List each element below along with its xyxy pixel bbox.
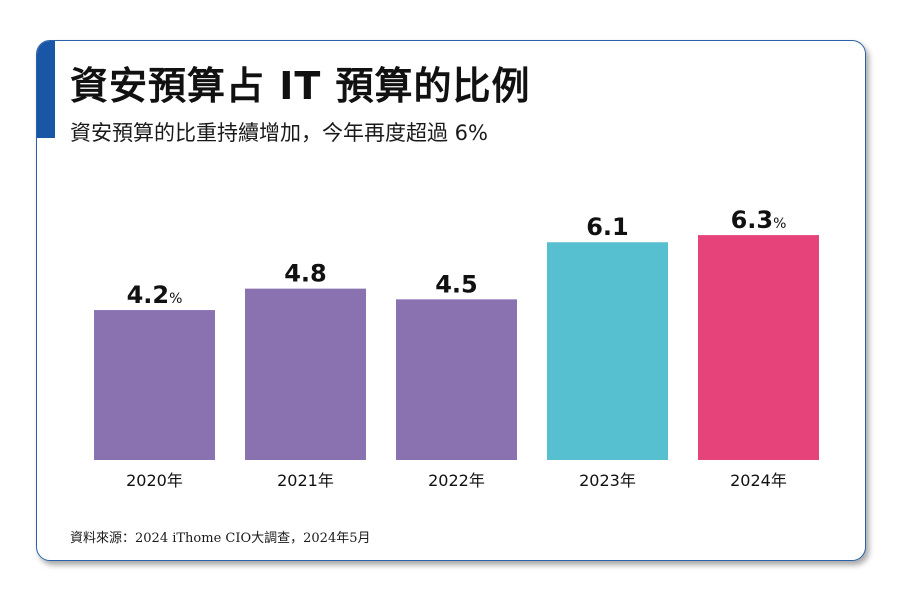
title-accent-bar	[37, 41, 55, 138]
value-label: 4.5	[435, 270, 478, 298]
chart-title: 資安預算占 IT 預算的比例	[70, 64, 531, 108]
value-label: 6.1	[586, 213, 629, 241]
unit-label: %	[773, 216, 786, 232]
bar-2020年	[94, 310, 215, 460]
bar-2021年	[245, 288, 366, 460]
chart-card: 資安預算占 IT 預算的比例 資安預算的比重持續增加，今年再度超過 6% 4.2…	[36, 40, 866, 561]
x-tick-label: 2022年	[428, 471, 485, 490]
x-tick-label: 2024年	[730, 471, 787, 490]
value-label: 4.2%	[127, 281, 183, 309]
x-tick-label: 2021年	[277, 471, 334, 490]
value-label: 6.3%	[731, 206, 787, 234]
chart-subtitle: 資安預算的比重持續增加，今年再度超過 6%	[70, 121, 488, 145]
x-tick-label: 2020年	[126, 471, 183, 490]
source-note: 資料來源：2024 iThome CIO大調查，2024年5月	[70, 531, 371, 546]
bar-2023年	[547, 242, 668, 460]
unit-label: %	[169, 291, 182, 307]
x-tick-label: 2023年	[579, 471, 636, 490]
bar-2022年	[396, 299, 517, 460]
value-label: 4.8	[284, 260, 327, 288]
bar-chart: 4.2% 2020年 4.8 2021年 4.5 2022年 6.1 2023年 6.3% 202…	[94, 206, 819, 490]
bar-2024年	[698, 235, 819, 460]
